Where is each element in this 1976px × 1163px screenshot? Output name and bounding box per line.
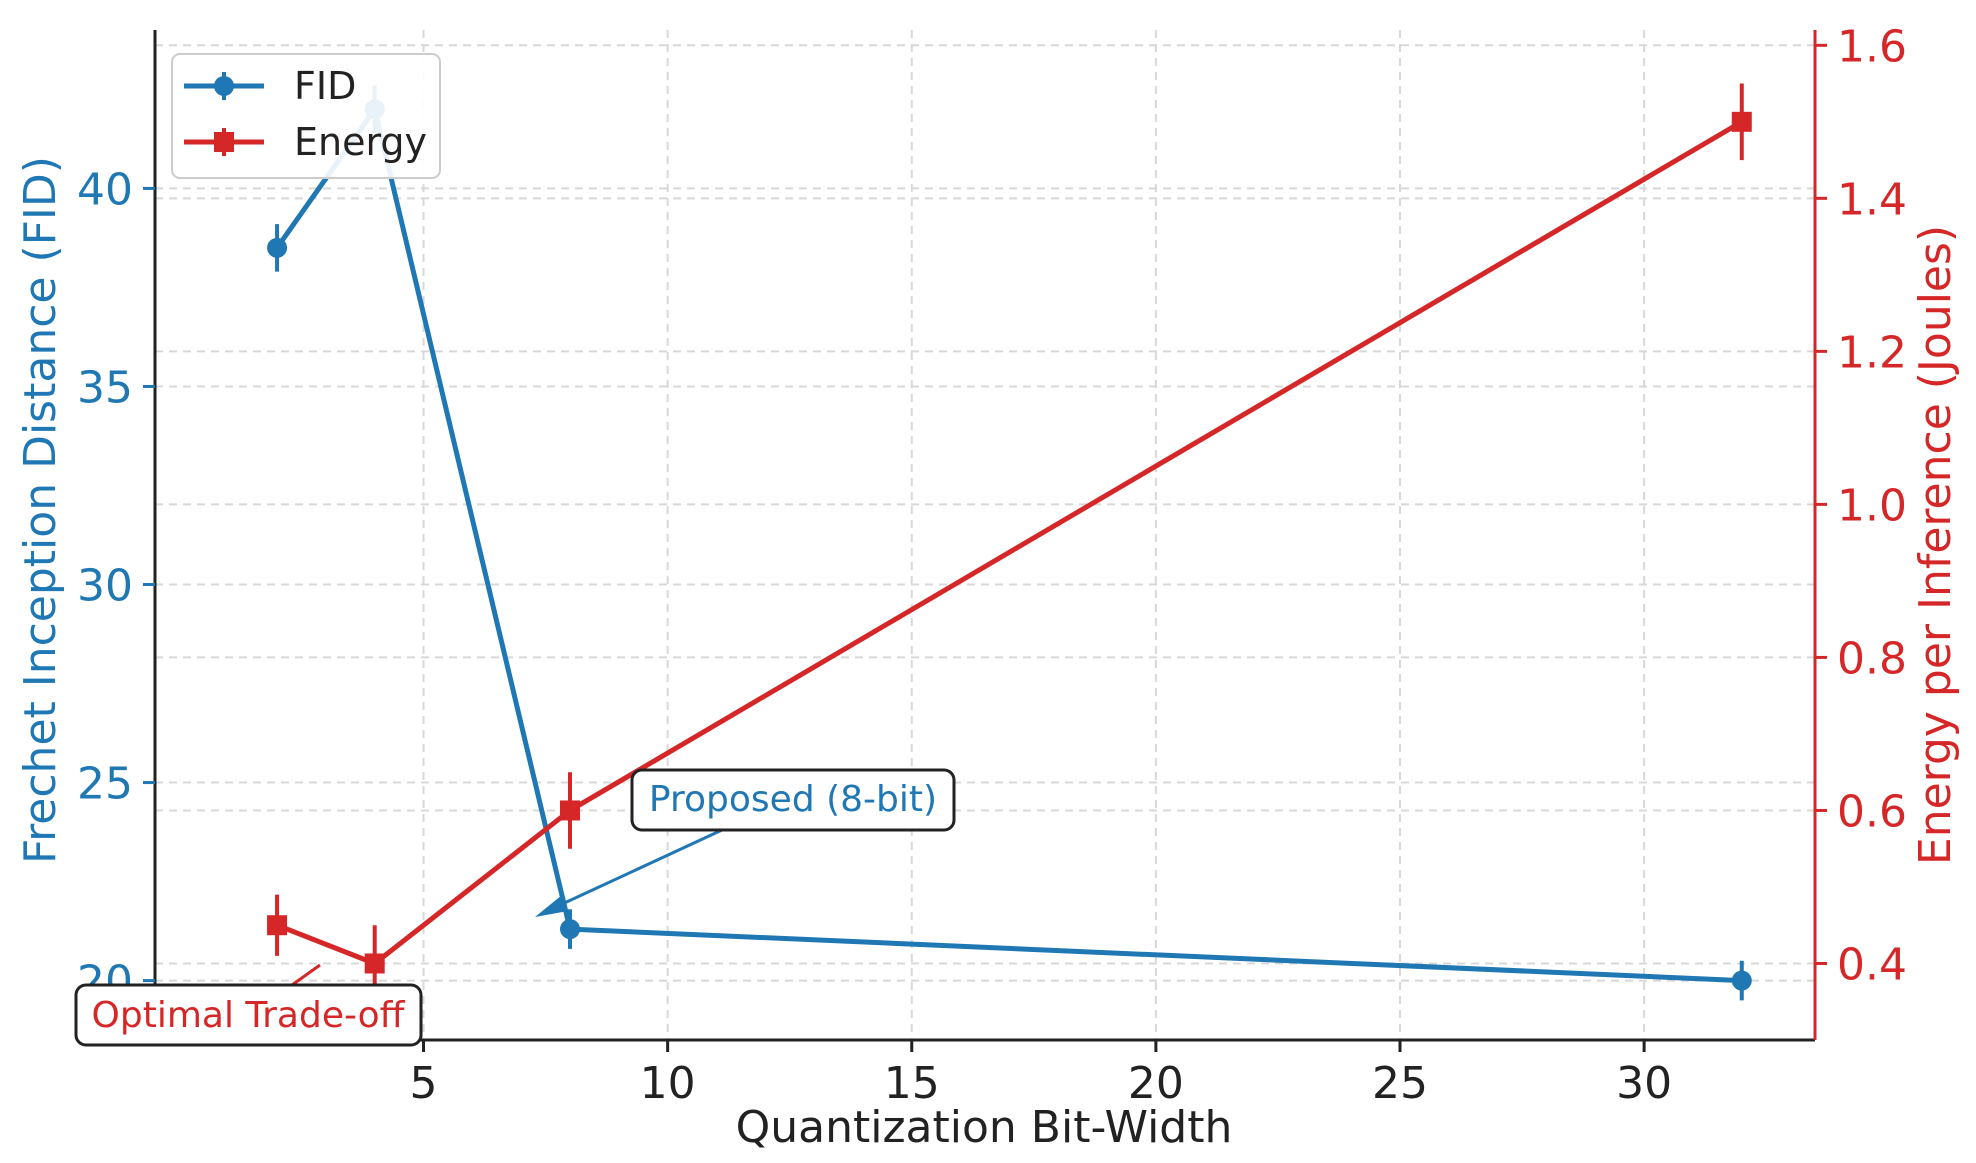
energy-point: [267, 915, 288, 936]
y-right-tick-label: 1.4: [1837, 174, 1907, 225]
legend-item-fid: FID: [184, 64, 356, 108]
annotation-optimal-label: Optimal Trade-off: [92, 995, 406, 1036]
energy-point: [1731, 111, 1752, 132]
y-right-tick-label: 0.6: [1837, 786, 1907, 837]
y-left-tick-label: 25: [77, 759, 133, 810]
legend-fid-label: FID: [294, 64, 356, 108]
fid-series-line: [275, 106, 1742, 984]
fid-point: [267, 237, 288, 258]
annotation-optimal: Optimal Trade-off: [74, 963, 423, 1047]
legend-fid-marker: [214, 76, 234, 96]
x-tick-label: 20: [1128, 1058, 1184, 1109]
y-axis-left-title: Frechet Inception Distance (FID): [15, 156, 66, 864]
x-tick-label: 5: [410, 1058, 438, 1109]
annotation-proposed-box: [630, 768, 956, 832]
x-axis-title: Quantization Bit-Width: [736, 1102, 1233, 1153]
annotation-optimal-pointer: [291, 963, 321, 987]
annotation-proposed: Proposed (8-bit): [535, 768, 956, 917]
y-left-tick-label: 35: [77, 362, 133, 413]
x-tick-label: 10: [640, 1058, 696, 1109]
y-right-tick-label: 1.6: [1837, 21, 1907, 72]
annotation-proposed-arrow: [544, 828, 723, 914]
energy-series-line: [276, 119, 1744, 966]
y-left-tick-label: 40: [77, 164, 133, 215]
legend-item-energy: Energy: [184, 120, 427, 164]
annotation-optimal-box: [74, 983, 423, 1047]
y-right-tick-label: 1.2: [1837, 327, 1907, 378]
annotation-proposed-arrowhead: [535, 895, 568, 917]
energy-point: [364, 953, 385, 974]
y-right-tick-label: 1.0: [1837, 480, 1907, 531]
legend-energy-label: Energy: [294, 120, 427, 164]
x-tick-label: 25: [1372, 1058, 1428, 1109]
fid-point: [1731, 970, 1752, 991]
x-tick-label: 15: [884, 1058, 940, 1109]
series-layer: [267, 83, 1752, 1002]
x-tick-label: 30: [1616, 1058, 1672, 1109]
fid-point: [560, 919, 580, 940]
legend-energy-marker: [214, 132, 234, 152]
y-left-tick-label: 30: [77, 561, 133, 612]
y-right-tick-label: 0.8: [1837, 633, 1907, 684]
legend: FID Energy: [171, 53, 441, 179]
grid: [155, 30, 1815, 1040]
y-axis-right-title: Energy per Inference (Joules): [1910, 225, 1961, 865]
y-right-tick-label: 0.4: [1837, 939, 1907, 990]
annotation-proposed-label: Proposed (8-bit): [649, 779, 937, 820]
energy-point: [560, 800, 580, 821]
